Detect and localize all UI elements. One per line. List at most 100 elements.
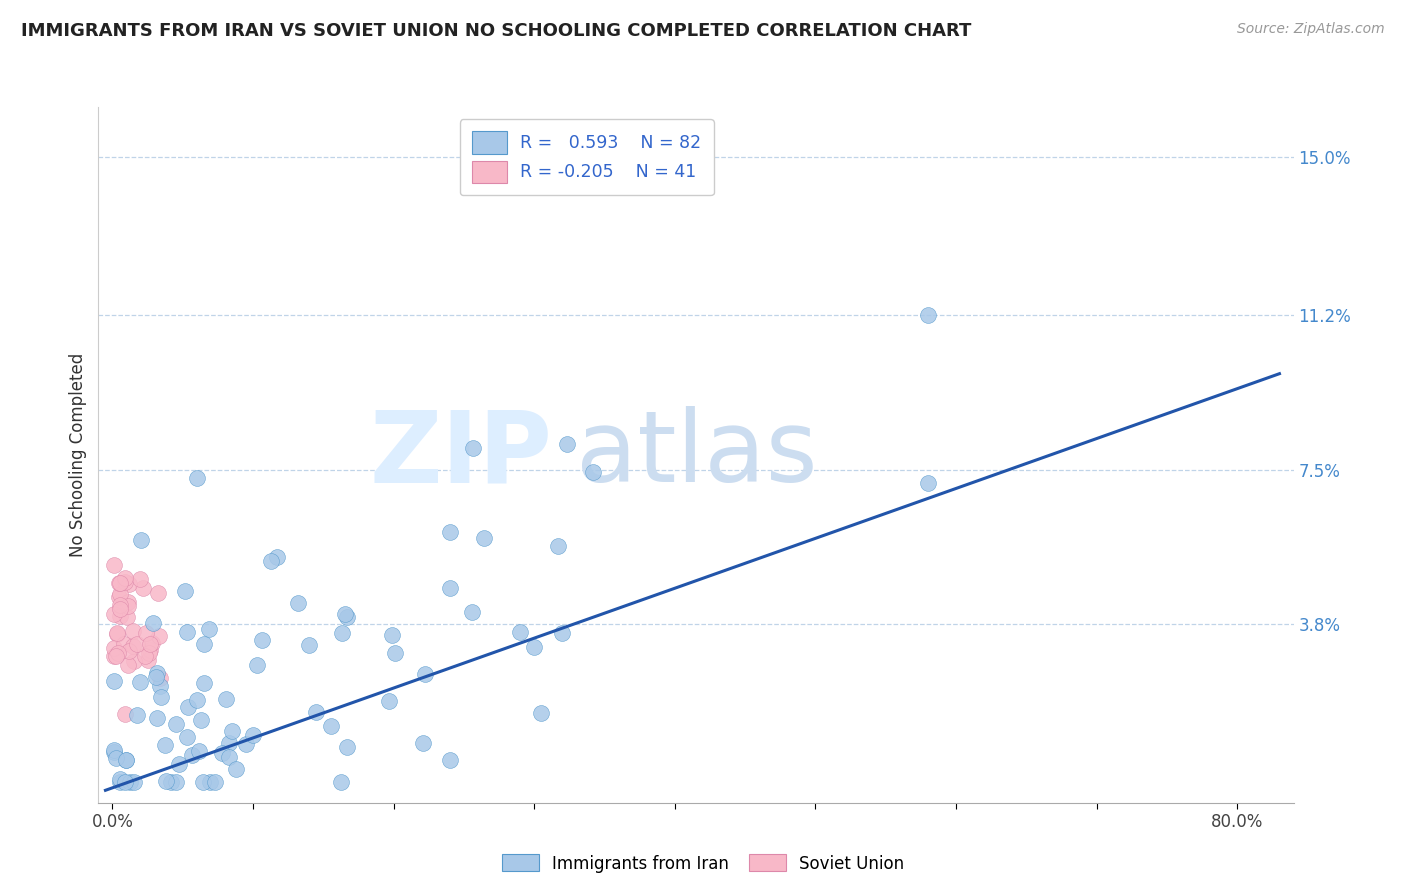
Point [108, 772, 131, 786]
Point [336, 740, 359, 755]
Point [193, 637, 215, 651]
Point [176, 699, 198, 714]
Point [186, 471, 208, 485]
Point [555, 437, 578, 451]
Point [129, 533, 152, 548]
Text: atlas: atlas [576, 407, 818, 503]
Point [218, 735, 240, 749]
Point [132, 581, 155, 595]
Point [122, 624, 145, 639]
Point [246, 658, 269, 673]
Point [167, 757, 190, 772]
Point [190, 713, 212, 727]
Text: ZIP: ZIP [370, 407, 553, 503]
Point [461, 606, 484, 620]
Point [188, 744, 211, 758]
Point [146, 665, 169, 680]
Point [117, 657, 139, 672]
Point [105, 627, 128, 641]
Point [333, 607, 356, 621]
Point [108, 587, 131, 601]
Point [114, 775, 136, 789]
Point [176, 731, 198, 745]
Point [142, 616, 165, 631]
Point [917, 476, 939, 491]
Point [381, 627, 404, 641]
Point [117, 576, 139, 591]
Point [173, 583, 195, 598]
Point [110, 598, 132, 612]
Point [134, 648, 156, 663]
Point [114, 571, 136, 585]
Point [193, 676, 215, 690]
Point [378, 694, 401, 708]
Point [155, 774, 177, 789]
Point [221, 724, 243, 739]
Point [103, 742, 125, 756]
Point [176, 625, 198, 640]
Point [128, 572, 150, 586]
Point [160, 775, 183, 789]
Point [118, 775, 141, 789]
Point [127, 708, 149, 723]
Point [114, 753, 136, 767]
Point [138, 646, 160, 660]
Point [384, 646, 406, 660]
Point [412, 736, 434, 750]
Point [287, 597, 309, 611]
Text: Source: ZipAtlas.com: Source: ZipAtlas.com [1237, 22, 1385, 37]
Point [305, 705, 328, 719]
Point [135, 626, 157, 640]
Point [127, 637, 149, 651]
Point [115, 753, 138, 767]
Point [186, 693, 208, 707]
Point [114, 706, 136, 721]
Point [148, 629, 170, 643]
Point [218, 750, 240, 764]
Point [117, 595, 139, 609]
Point [108, 608, 131, 623]
Point [139, 643, 162, 657]
Point [129, 674, 152, 689]
Point [114, 575, 136, 590]
Point [235, 737, 257, 751]
Point [103, 607, 125, 621]
Point [260, 554, 283, 568]
Point [319, 719, 342, 733]
Point [215, 691, 238, 706]
Point [225, 762, 247, 776]
Point [472, 531, 495, 545]
Point [461, 441, 484, 455]
Point [141, 636, 163, 650]
Point [103, 649, 125, 664]
Point [250, 633, 273, 648]
Point [105, 625, 128, 640]
Point [198, 775, 221, 789]
Point [336, 610, 359, 624]
Point [191, 775, 214, 789]
Point [103, 673, 125, 688]
Point [146, 710, 169, 724]
Point [115, 610, 138, 624]
Point [204, 775, 226, 789]
Point [413, 667, 436, 681]
Point [439, 754, 461, 768]
Point [439, 582, 461, 596]
Point [103, 745, 125, 759]
Point [547, 539, 569, 553]
Point [149, 671, 172, 685]
Point [117, 599, 139, 613]
Point [122, 654, 145, 668]
Point [551, 626, 574, 640]
Point [107, 646, 129, 660]
Point [103, 558, 125, 573]
Point [138, 653, 160, 667]
Point [108, 590, 131, 604]
Point [523, 640, 546, 655]
Legend: R =   0.593    N = 82, R = -0.205    N = 41: R = 0.593 N = 82, R = -0.205 N = 41 [460, 120, 714, 195]
Point [198, 623, 221, 637]
Point [165, 716, 187, 731]
Point [103, 641, 125, 656]
Point [180, 747, 202, 762]
Point [105, 750, 128, 764]
